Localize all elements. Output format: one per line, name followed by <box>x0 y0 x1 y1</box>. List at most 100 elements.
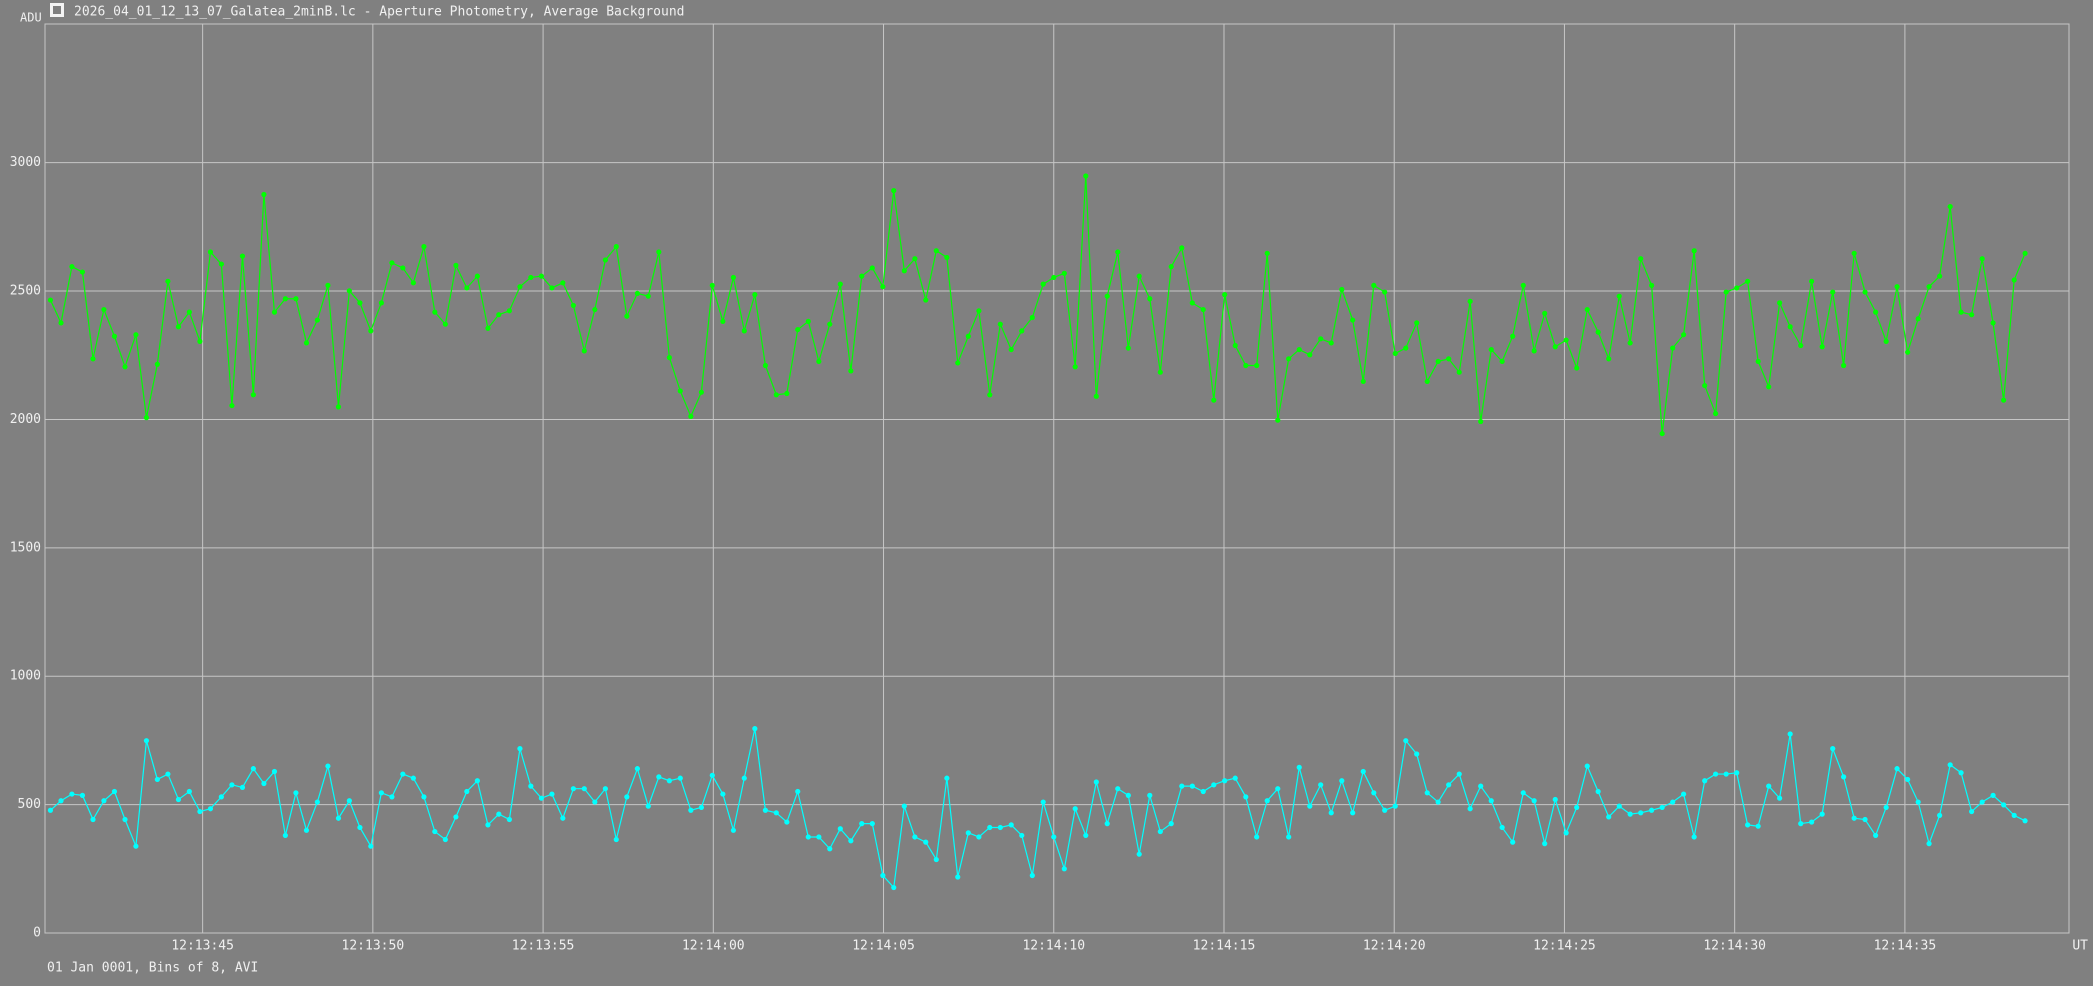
data-point <box>1403 738 1409 744</box>
data-point <box>1243 794 1249 800</box>
data-point <box>293 790 299 796</box>
data-point <box>143 738 150 744</box>
x-tick-label: 12:14:00 <box>682 939 745 954</box>
data-point <box>453 262 459 268</box>
data-point <box>1851 815 1857 821</box>
data-point <box>90 356 96 362</box>
data-point <box>1147 792 1153 798</box>
data-point <box>218 794 224 800</box>
data-point <box>1051 834 1057 840</box>
data-point <box>229 402 235 409</box>
data-point <box>1531 348 1537 354</box>
data-point <box>1990 320 1996 326</box>
data-point <box>1905 776 1911 783</box>
data-point <box>891 884 897 891</box>
data-point <box>207 249 214 255</box>
data-point <box>1841 774 1847 780</box>
data-point <box>133 332 139 338</box>
data-point <box>933 248 939 254</box>
data-point <box>784 390 790 397</box>
x-tick-label: 12:14:20 <box>1363 939 1426 954</box>
data-point <box>581 786 587 792</box>
data-point <box>528 783 534 789</box>
data-point <box>1947 203 1953 210</box>
data-point <box>1350 317 1356 323</box>
x-tick-label: 12:13:45 <box>171 939 234 954</box>
data-point <box>741 328 747 334</box>
data-point <box>730 827 736 833</box>
data-point <box>837 826 843 832</box>
data-point <box>656 249 662 255</box>
data-point <box>464 788 470 795</box>
data-point <box>1574 804 1580 811</box>
data-point <box>698 389 704 395</box>
data-point <box>1275 417 1281 423</box>
data-point <box>325 282 331 289</box>
data-point <box>752 292 758 298</box>
data-point <box>1894 766 1900 772</box>
data-point <box>1649 282 1655 289</box>
data-point <box>464 285 470 291</box>
data-point <box>1179 783 1185 789</box>
data-point <box>314 317 320 323</box>
data-point <box>197 808 203 815</box>
data-point <box>346 288 352 294</box>
data-point <box>1136 851 1142 857</box>
data-point <box>1499 824 1505 831</box>
data-point <box>741 775 747 781</box>
data-point <box>1638 810 1644 816</box>
data-point <box>1595 329 1601 335</box>
data-point <box>688 413 694 419</box>
data-point <box>944 254 950 261</box>
data-point <box>1883 338 1889 344</box>
x-tick-label: 12:13:50 <box>342 939 405 954</box>
data-point <box>506 308 512 314</box>
data-point <box>1435 799 1441 805</box>
data-point <box>1232 775 1238 781</box>
data-point <box>1552 344 1558 350</box>
data-point <box>271 309 278 315</box>
data-point <box>389 794 395 800</box>
data-point <box>1382 289 1388 295</box>
data-point <box>1937 812 1943 818</box>
data-point <box>923 839 929 845</box>
data-point <box>1008 346 1014 353</box>
data-point <box>1862 816 1868 823</box>
data-point <box>496 312 502 318</box>
data-point <box>965 333 971 339</box>
data-point <box>1467 806 1473 812</box>
data-point <box>1542 310 1548 316</box>
data-point <box>624 794 630 800</box>
data-point <box>1616 293 1622 299</box>
data-point <box>432 828 438 835</box>
data-point <box>1691 248 1697 254</box>
data-point <box>1424 378 1430 385</box>
data-point <box>762 807 769 813</box>
data-point <box>1574 365 1580 371</box>
data-point <box>239 253 246 259</box>
x-tick-label: 12:14:15 <box>1193 939 1256 954</box>
data-point <box>1456 369 1462 375</box>
data-point <box>133 843 139 849</box>
data-point <box>1275 786 1281 792</box>
data-point <box>165 771 171 777</box>
data-point <box>517 284 523 290</box>
data-point <box>720 791 726 797</box>
data-point <box>976 834 982 840</box>
data-point <box>581 348 587 354</box>
data-point <box>1051 274 1057 281</box>
data-point <box>805 834 811 840</box>
data-point <box>1040 281 1046 287</box>
data-point <box>1211 397 1217 403</box>
data-point <box>357 824 363 831</box>
data-point <box>1200 788 1206 795</box>
y-tick-label: 2000 <box>10 412 41 427</box>
x-tick-label: 12:14:10 <box>1022 939 1085 954</box>
data-point <box>1371 790 1377 796</box>
data-point <box>335 404 342 410</box>
data-point <box>1115 249 1121 255</box>
data-point <box>1862 289 1868 295</box>
data-point <box>400 771 406 777</box>
data-point <box>1552 796 1558 803</box>
data-point <box>720 318 726 324</box>
